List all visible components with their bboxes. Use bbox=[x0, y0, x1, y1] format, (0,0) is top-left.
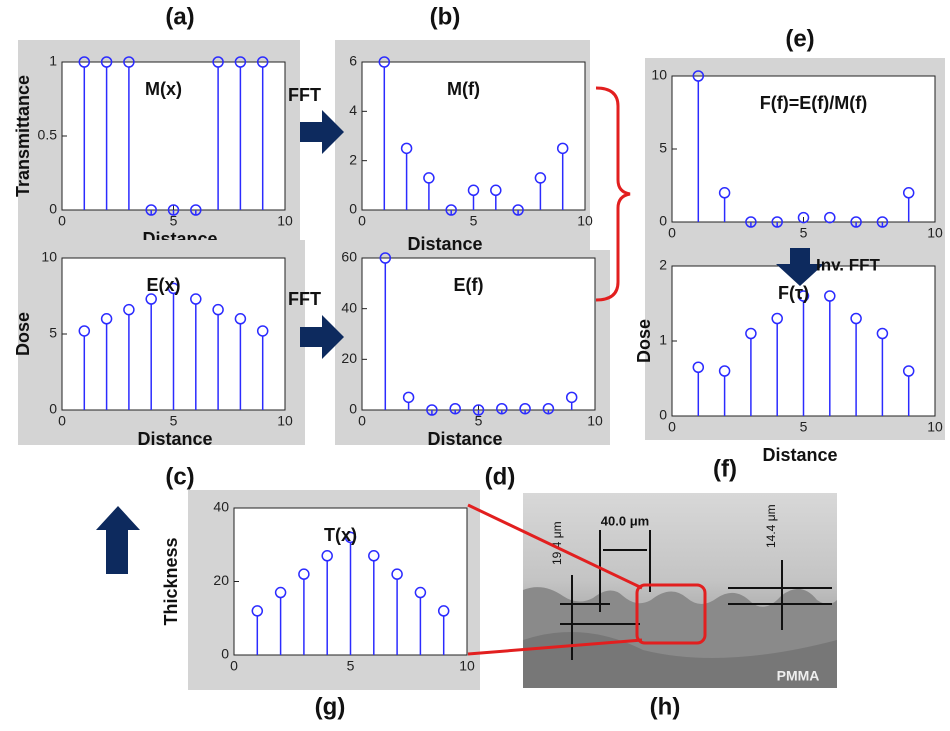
y-axis-label: Transmittance bbox=[13, 75, 33, 197]
x-axis-label: Distance bbox=[137, 429, 212, 449]
fft-label: FFT bbox=[288, 289, 321, 309]
chart-title: M(x) bbox=[145, 79, 182, 99]
x-tick-label: 0 bbox=[230, 658, 238, 674]
y-tick-label: 0 bbox=[349, 201, 357, 217]
y-tick-label: 20 bbox=[213, 572, 229, 588]
y-tick-label: 0 bbox=[221, 646, 229, 662]
panel-label: (e) bbox=[785, 25, 814, 52]
y-tick-label: 1 bbox=[49, 53, 57, 69]
y-tick-label: 1 bbox=[659, 332, 667, 348]
sem-depth: 14.4 μm bbox=[764, 504, 778, 548]
chart-title: F(f)=E(f)/M(f) bbox=[760, 93, 867, 113]
x-tick-label: 0 bbox=[58, 213, 66, 229]
y-tick-label: 2 bbox=[659, 257, 667, 273]
chart-title: E(x) bbox=[146, 275, 180, 295]
panel-label: (g) bbox=[315, 693, 346, 720]
y-tick-label: 40 bbox=[341, 299, 357, 315]
x-tick-label: 5 bbox=[170, 413, 178, 429]
panel-label: (h) bbox=[650, 693, 681, 720]
y-tick-label: 20 bbox=[341, 350, 357, 366]
x-tick-label: 0 bbox=[58, 413, 66, 429]
chart-title: F(τ) bbox=[778, 283, 809, 303]
x-tick-label: 5 bbox=[800, 225, 808, 241]
panel-label: (d) bbox=[485, 463, 516, 490]
figure: 00.510510M(x)(a)DistanceTransmittance024… bbox=[0, 0, 950, 726]
panel-label: (a) bbox=[165, 3, 194, 30]
x-tick-label: 0 bbox=[358, 413, 366, 429]
chart-title: E(f) bbox=[454, 275, 484, 295]
chart-title: T(x) bbox=[324, 525, 357, 545]
x-tick-label: 10 bbox=[587, 413, 603, 429]
x-tick-label: 0 bbox=[668, 419, 676, 435]
chart: 02460510M(f)(b)Distance bbox=[335, 3, 593, 253]
fft-label: FFT bbox=[288, 85, 321, 105]
y-tick-label: 2 bbox=[349, 151, 357, 167]
y-tick-label: 10 bbox=[651, 67, 667, 83]
sem-period: 40.0 μm bbox=[601, 513, 649, 528]
x-tick-label: 5 bbox=[347, 658, 355, 674]
x-tick-label: 5 bbox=[800, 419, 808, 435]
y-tick-label: 4 bbox=[349, 102, 357, 118]
inv-fft-label: Inv. FFT bbox=[816, 255, 881, 274]
y-axis-label: Dose bbox=[634, 319, 654, 363]
y-tick-label: 10 bbox=[41, 249, 57, 265]
panel-label: (c) bbox=[165, 463, 194, 490]
x-tick-label: 10 bbox=[927, 419, 943, 435]
y-axis-label: Thickness bbox=[161, 537, 181, 625]
y-tick-label: 60 bbox=[341, 249, 357, 265]
panel-label: (b) bbox=[430, 3, 461, 30]
y-tick-label: 40 bbox=[213, 499, 229, 515]
sem-material: PMMA bbox=[777, 668, 820, 684]
chart: 0 1 2 0 5 10 F(τ) (f) Distance Dose bbox=[634, 250, 945, 482]
y-tick-label: 0.5 bbox=[38, 127, 58, 143]
y-axis-label: Dose bbox=[13, 312, 33, 356]
x-tick-label: 10 bbox=[277, 413, 293, 429]
y-tick-label: 0 bbox=[49, 201, 57, 217]
x-tick-label: 10 bbox=[459, 658, 475, 674]
chart: 0 20 40 0 5 10 T(x) (g) Thickness bbox=[161, 490, 480, 720]
x-tick-label: 0 bbox=[668, 225, 676, 241]
y-tick-label: 0 bbox=[659, 213, 667, 229]
x-tick-label: 10 bbox=[577, 213, 593, 229]
x-tick-label: 5 bbox=[470, 213, 478, 229]
x-axis-label: Distance bbox=[427, 429, 502, 449]
y-tick-label: 5 bbox=[659, 140, 667, 156]
y-tick-label: 6 bbox=[349, 53, 357, 69]
x-tick-label: 0 bbox=[358, 213, 366, 229]
y-tick-label: 0 bbox=[659, 407, 667, 423]
y-tick-label: 5 bbox=[49, 325, 57, 341]
arrow-corner bbox=[96, 506, 140, 574]
chart-title: M(f) bbox=[447, 79, 480, 99]
panel-label: (f) bbox=[713, 455, 737, 482]
y-tick-label: 0 bbox=[349, 401, 357, 417]
chart: 0 5 10 0 5 10 E(x) (c) Distance Dose bbox=[13, 240, 305, 490]
x-tick-label: 10 bbox=[277, 213, 293, 229]
sem-depth: 19.4 μm bbox=[550, 521, 564, 565]
chart: 0 5 10 0 5 10 F(f)=E(f)/M(f) (e) bbox=[645, 25, 945, 250]
y-tick-label: 0 bbox=[49, 401, 57, 417]
x-axis-label: Distance bbox=[762, 445, 837, 465]
sem-image: 40.0 μm 19.4 μm 14.4 μm PMMA bbox=[523, 493, 837, 688]
x-tick-label: 10 bbox=[927, 225, 943, 241]
